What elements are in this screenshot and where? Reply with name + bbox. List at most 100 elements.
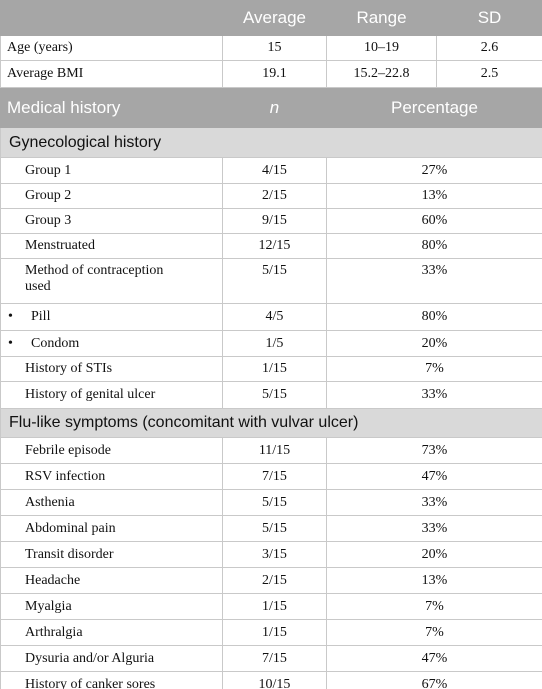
data-row: Abdominal pain 5/15 33% <box>0 515 542 542</box>
percentage-cell: 33% <box>326 515 542 542</box>
percentage-cell: 60% <box>326 208 542 234</box>
summary-row: Average BMI 19.1 15.2–22.8 2.5 <box>0 60 542 88</box>
average-cell: 19.1 <box>222 60 327 88</box>
percentage-cell: 33% <box>326 381 542 409</box>
percentage-cell: 27% <box>326 157 542 184</box>
row-label: Headache <box>0 567 223 594</box>
data-row: Group 1 4/15 27% <box>0 157 542 184</box>
n-cell: 7/15 <box>222 463 327 490</box>
n-cell: 5/15 <box>222 515 327 542</box>
percentage-cell: 47% <box>326 463 542 490</box>
percentage-cell: 33% <box>326 489 542 516</box>
n-cell: 9/15 <box>222 208 327 234</box>
percentage-cell: 7% <box>326 356 542 382</box>
row-label: Menstruated <box>0 233 223 259</box>
n-cell: 1/15 <box>222 619 327 646</box>
row-label: Condom <box>0 330 223 357</box>
data-row: Group 3 9/15 60% <box>0 208 542 234</box>
range-cell: 15.2–22.8 <box>326 60 437 88</box>
percentage-cell: 73% <box>326 437 542 464</box>
row-label: Asthenia <box>0 489 223 516</box>
header-cell <box>0 0 223 36</box>
data-row: Menstruated 12/15 80% <box>0 233 542 259</box>
data-row: Arthralgia 1/15 7% <box>0 619 542 646</box>
data-row: Headache 2/15 13% <box>0 567 542 594</box>
data-row: Dysuria and/or Alguria 7/15 47% <box>0 645 542 672</box>
percentage-cell: 67% <box>326 671 542 689</box>
n-cell: 7/15 <box>222 645 327 672</box>
data-row: Asthenia 5/15 33% <box>0 489 542 516</box>
n-cell: 10/15 <box>222 671 327 689</box>
n-cell: 11/15 <box>222 437 327 464</box>
row-label: Febrile episode <box>0 437 223 464</box>
percentage-cell: 13% <box>326 567 542 594</box>
n-cell: 1/5 <box>222 330 327 357</box>
row-label: Average BMI <box>0 60 223 88</box>
n-cell: 5/15 <box>222 258 327 304</box>
percentage-cell: 20% <box>326 330 542 357</box>
column-header: Range <box>326 0 437 36</box>
row-label: Dysuria and/or Alguria <box>0 645 223 672</box>
data-row: History of canker sores 10/15 67% <box>0 671 542 689</box>
sd-cell: 2.5 <box>436 60 542 88</box>
average-cell: 15 <box>222 35 327 61</box>
header-row: Medical history n Percentage <box>0 87 542 128</box>
summary-row: Age (years) 15 10–19 2.6 <box>0 35 542 61</box>
percentage-cell: 20% <box>326 541 542 568</box>
column-header: SD <box>436 0 542 36</box>
n-cell: 1/15 <box>222 356 327 382</box>
n-cell: 1/15 <box>222 593 327 620</box>
row-label: Group 2 <box>0 183 223 209</box>
n-cell: 2/15 <box>222 183 327 209</box>
percentage-cell: 47% <box>326 645 542 672</box>
row-label: Group 3 <box>0 208 223 234</box>
row-label: Arthralgia <box>0 619 223 646</box>
n-cell: 2/15 <box>222 567 327 594</box>
row-label: History of genital ulcer <box>0 381 223 409</box>
percentage-cell: 13% <box>326 183 542 209</box>
row-label: Myalgia <box>0 593 223 620</box>
row-label: Age (years) <box>0 35 223 61</box>
header-row: Average Range SD <box>0 0 542 36</box>
row-label: History of canker sores <box>0 671 223 689</box>
data-row: Transit disorder 3/15 20% <box>0 541 542 568</box>
n-cell: 4/15 <box>222 157 327 184</box>
section-row: Flu-like symptoms (concomitant with vulv… <box>0 408 542 438</box>
data-row: Myalgia 1/15 7% <box>0 593 542 620</box>
row-label: Transit disorder <box>0 541 223 568</box>
row-label: History of STIs <box>0 356 223 382</box>
row-label: Group 1 <box>0 157 223 184</box>
n-cell: 12/15 <box>222 233 327 259</box>
column-header: n <box>222 87 327 128</box>
data-row: History of genital ulcer 5/15 33% <box>0 381 542 409</box>
column-header: Percentage <box>326 87 542 128</box>
percentage-cell: 33% <box>326 258 542 304</box>
row-label: Method of contraception used <box>0 258 223 304</box>
data-row: RSV infection 7/15 47% <box>0 463 542 490</box>
section-title: Gynecological history <box>0 127 542 158</box>
row-label: Abdominal pain <box>0 515 223 542</box>
percentage-cell: 80% <box>326 303 542 331</box>
percentage-cell: 80% <box>326 233 542 259</box>
data-row: Group 2 2/15 13% <box>0 183 542 209</box>
percentage-cell: 7% <box>326 619 542 646</box>
range-cell: 10–19 <box>326 35 437 61</box>
column-header: Average <box>222 0 327 36</box>
n-cell: 5/15 <box>222 489 327 516</box>
row-label: RSV infection <box>0 463 223 490</box>
percentage-cell: 7% <box>326 593 542 620</box>
section-row: Gynecological history <box>0 127 542 158</box>
n-cell: 5/15 <box>222 381 327 409</box>
section-title: Flu-like symptoms (concomitant with vulv… <box>0 408 542 438</box>
data-row: Method of contraception used 5/15 33% <box>0 258 542 304</box>
data-row: Febrile episode 11/15 73% <box>0 437 542 464</box>
row-label: Pill <box>0 303 223 331</box>
data-row: History of STIs 1/15 7% <box>0 356 542 382</box>
sd-cell: 2.6 <box>436 35 542 61</box>
column-header: Medical history <box>0 87 223 128</box>
